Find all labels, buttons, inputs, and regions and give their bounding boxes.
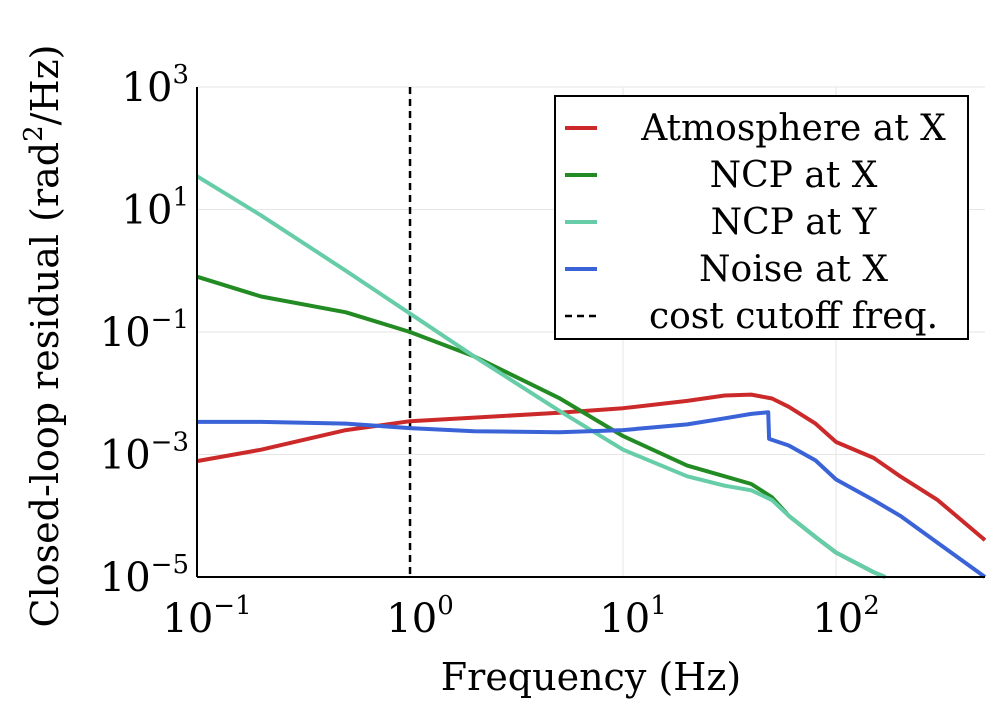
legend-label-ncp-at-y: NCP at Y <box>711 202 878 243</box>
y-axis-label-base: Closed-loop residual (rad <box>23 142 67 628</box>
y-axis-label: Closed-loop residual (rad2/Hz) <box>19 45 67 628</box>
legend-box <box>554 95 969 340</box>
x-tick-label-0: 10−1 <box>162 591 251 642</box>
y-tick-label-0: 10−5 <box>100 550 189 601</box>
x-tick-label-2: 101 <box>599 591 666 642</box>
legend-label-atmosphere-at-x: Atmosphere at X <box>640 108 946 149</box>
x-axis-label: Frequency (Hz) <box>441 655 741 699</box>
x-tick-label-1: 100 <box>386 591 453 642</box>
y-tick-label-1: 10−3 <box>100 428 189 479</box>
series-line-atmosphere-at-x <box>196 392 987 542</box>
series-layer <box>195 87 987 579</box>
series-line-noise-at-x <box>197 410 987 579</box>
y-axis-label-tail: /Hz) <box>23 45 67 126</box>
legend-label-noise-at-x: Noise at X <box>699 249 888 290</box>
y-tick-label-2: 10−1 <box>100 305 189 356</box>
y-tick-label-3: 101 <box>122 183 189 234</box>
y-tick-label-4: 103 <box>122 60 189 111</box>
legend: Atmosphere at X NCP at X NCP at Y Noise at … <box>554 95 969 340</box>
y-axis-label-superscript: 2 <box>19 125 49 142</box>
series-line-ncp-at-y <box>195 174 886 579</box>
legend-label-cost-cutoff-freq: cost cutoff freq. <box>649 296 938 337</box>
x-tick-label-3: 102 <box>812 591 879 642</box>
tick-labels: 10−5 10−3 10−1 101 103 10−1 100 101 102 <box>100 60 880 642</box>
axes <box>196 87 985 578</box>
legend-label-ncp-at-x: NCP at X <box>710 155 878 196</box>
